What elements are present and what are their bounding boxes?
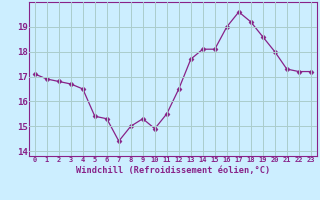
X-axis label: Windchill (Refroidissement éolien,°C): Windchill (Refroidissement éolien,°C)	[76, 166, 270, 175]
